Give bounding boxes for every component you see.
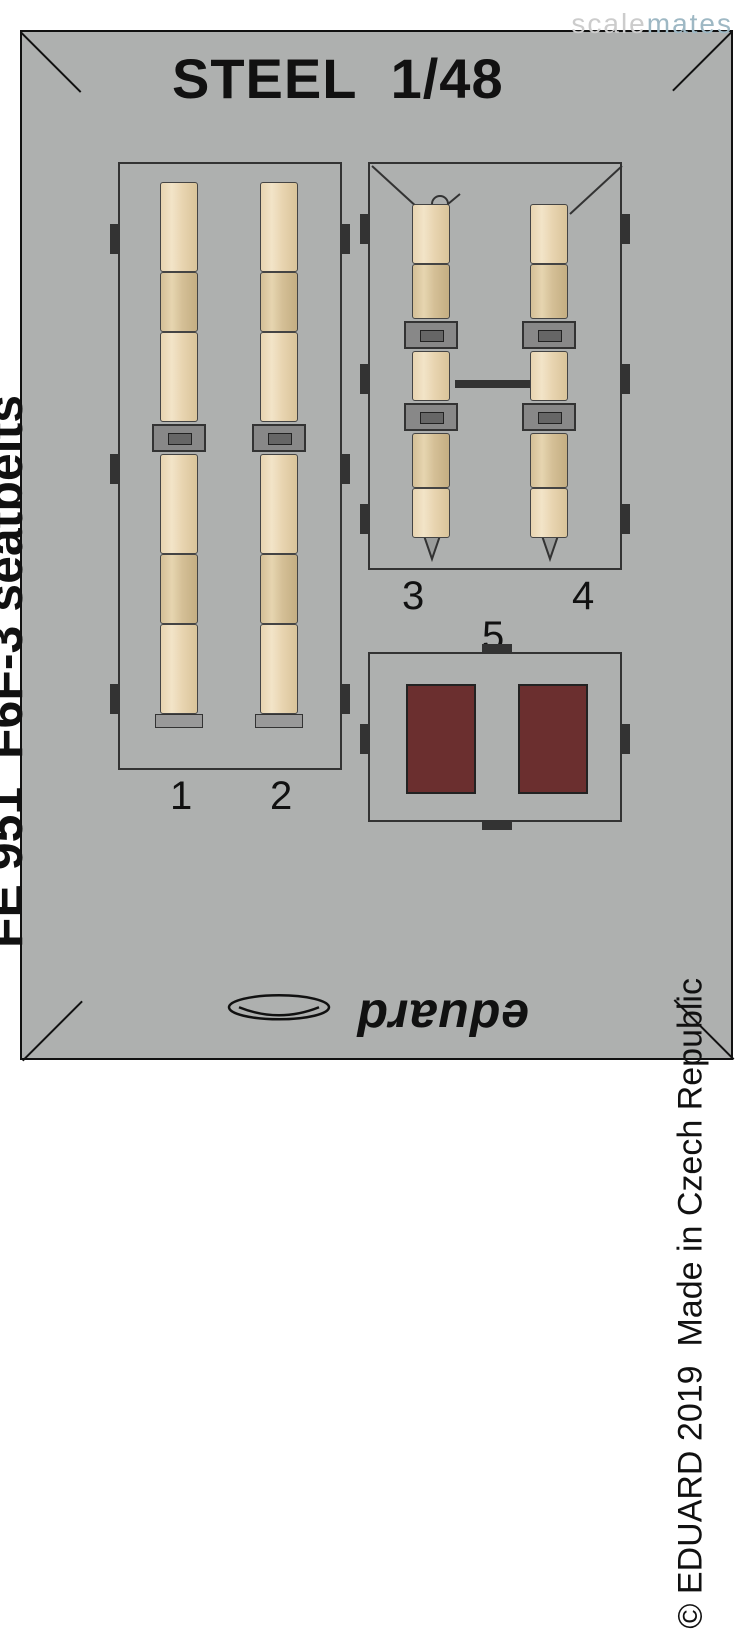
seat-cushion [406,684,476,794]
corner-mark [20,30,80,90]
scale-label: 1/48 [391,47,504,110]
part-number: 2 [270,774,292,819]
brand-icon [224,982,334,1027]
right-label: © EDUARD 2019 Made in Czech Republic [672,978,711,1629]
watermark: scalemates [571,8,733,40]
material-label: STEEL [172,47,357,110]
panel-cushions [368,652,622,822]
shoulder-belt [412,204,450,538]
panel-lap-belts [118,162,342,770]
header-text: STEEL 1/48 [172,46,504,111]
shoulder-belt [530,204,568,538]
copyright-label: © EDUARD 2019 [672,1365,710,1628]
brand-name: eduard [356,988,529,1046]
part-number: 3 [402,574,424,619]
part-number: 1 [170,774,192,819]
product-label: F6F-3 seatbelts [0,395,33,759]
hardware-svg [370,164,624,572]
watermark-right: mates [647,8,733,39]
sku-label: FE 951 [0,787,33,948]
brand-footer: eduard [22,982,731,1046]
lap-belt [160,182,198,728]
photoetch-fret: STEEL 1/48 FE 951 F6F-3 seatbelts © EDUA… [20,30,733,1060]
lap-belt [260,182,298,728]
part-number: 4 [572,574,594,619]
watermark-left: scale [571,8,646,39]
seat-cushion [518,684,588,794]
left-label: FE 951 F6F-3 seatbelts [0,395,34,948]
panel-shoulder-belts [368,162,622,570]
